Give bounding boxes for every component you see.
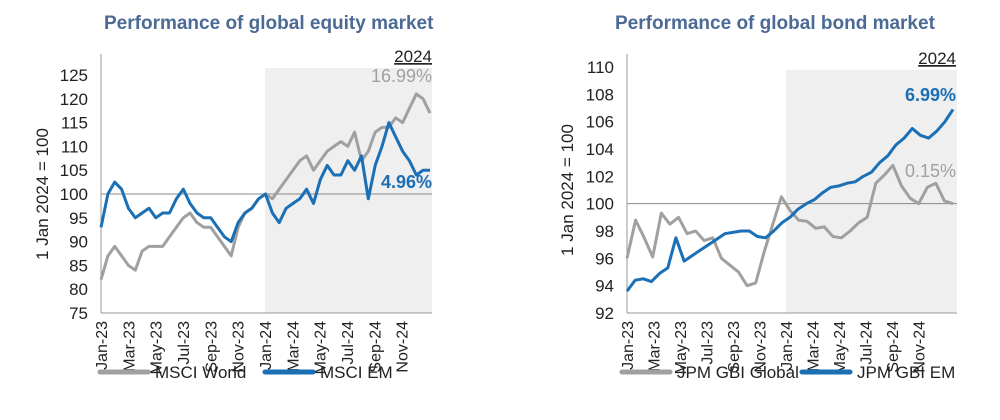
- x-tick-label: Sep-24: [885, 321, 902, 373]
- chart-title: Performance of global equity market: [104, 13, 434, 34]
- end-value-label: 6.99%: [905, 85, 956, 105]
- y-tick-label: 102: [586, 167, 614, 186]
- x-tick-label: Jul-24: [859, 321, 876, 365]
- y-axis-label: 1 Jan 2024 = 100: [558, 124, 577, 256]
- x-tick-label: Nov-24: [395, 321, 412, 373]
- series-line-jpm-gbi-em: [625, 108, 955, 293]
- y-tick-label: 94: [595, 277, 614, 296]
- x-tick-label: Jan-23: [620, 321, 637, 370]
- x-tick-label: Mar-24: [285, 321, 302, 372]
- series-line-jpm-gbi-global: [625, 163, 954, 288]
- y-tick-label: 85: [69, 256, 88, 275]
- y-tick-label: 100: [60, 185, 88, 204]
- y-tick-label: 110: [61, 137, 88, 156]
- end-value-label: 16.99%: [371, 66, 432, 86]
- y-tick-label: 108: [586, 85, 614, 104]
- end-value-label: 0.15%: [905, 161, 956, 181]
- series-line-msci-em: [99, 121, 430, 244]
- x-tick-label: Mar-23: [647, 321, 664, 372]
- y-tick-label: 95: [69, 209, 88, 228]
- x-tick-label: Sep-24: [367, 321, 384, 373]
- legend-label: MSCI World: [155, 363, 246, 382]
- y-tick-label: 104: [586, 140, 614, 159]
- x-tick-label: May-24: [313, 321, 330, 374]
- x-tick-label: Jan-23: [94, 321, 111, 370]
- x-tick-label: May-24: [832, 321, 849, 374]
- y-tick-label: 90: [69, 233, 88, 252]
- y-tick-label: 106: [586, 113, 614, 132]
- x-tick-label: Nov-24: [912, 321, 929, 373]
- x-tick-label: Mar-23: [121, 321, 138, 372]
- y-tick-label: 98: [595, 222, 614, 241]
- x-tick-label: Nov-23: [753, 321, 770, 373]
- y-tick-label: 120: [60, 90, 88, 109]
- y-tick-label: 92: [595, 304, 614, 323]
- y-tick-label: 125: [60, 66, 88, 85]
- x-tick-label: Sep-23: [203, 321, 220, 373]
- x-tick-label: Mar-24: [806, 321, 823, 372]
- equity-chart: Performance of global equity market 75 80…: [33, 13, 434, 382]
- x-tick-label: Jul-24: [340, 321, 357, 365]
- bond-chart-svg: 92 94 96 98 100 102 104 106 108 110 1 Jan 2024 = 1…: [558, 49, 957, 382]
- y-tick-label: 115: [61, 114, 88, 133]
- x-tick-label: Jul-23: [176, 321, 193, 365]
- y-tick-label: 96: [595, 249, 614, 268]
- end-value-label: 4.96%: [381, 172, 432, 192]
- x-tick-label: Jan-24: [779, 321, 796, 370]
- bond-chart: Performance of global bond market 92 94 96…: [500, 0, 1000, 420]
- highlight-2024-region: [265, 68, 432, 313]
- legend-label: JPM GBI EM: [857, 363, 955, 382]
- chart-title: Performance of global bond market: [615, 13, 935, 34]
- y-tick-label: 75: [69, 304, 88, 323]
- highlight-year-label: 2024: [394, 47, 432, 66]
- x-tick-label: Jan-24: [258, 321, 275, 370]
- y-tick-label: 110: [587, 58, 614, 77]
- highlight-year-label: 2024: [918, 49, 956, 68]
- y-tick-label: 105: [60, 161, 88, 180]
- x-tick-label: Nov-23: [231, 321, 248, 373]
- y-tick-label: 80: [69, 280, 88, 299]
- x-tick-label: May-23: [673, 321, 690, 374]
- legend-label: MSCI EM: [320, 363, 393, 382]
- x-tick-label: Sep-23: [726, 321, 743, 373]
- equity-chart-svg: 75 80 85 90 95 100 105 110 115 120 125 1 Jan 2024 =…: [33, 47, 432, 382]
- y-tick-label: 100: [586, 195, 614, 214]
- x-tick-label: Jul-23: [700, 321, 717, 365]
- highlight-2024-region: [786, 70, 957, 313]
- legend-label: JPM GBI Global: [677, 363, 799, 382]
- y-axis-label: 1 Jan 2024 = 100: [33, 128, 52, 260]
- x-tick-label: May-23: [149, 321, 166, 374]
